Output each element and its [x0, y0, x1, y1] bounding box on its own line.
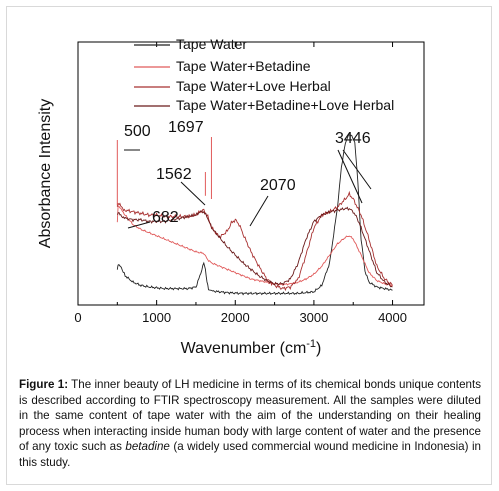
- legend-label: Tape Water+Love Herbal: [176, 78, 331, 94]
- leader-682: [127, 221, 151, 229]
- figure-frame: [6, 6, 492, 485]
- y-axis-title: Absorbance Intensity: [37, 99, 54, 248]
- figure-caption: Figure 1: The inner beauty of LH medicin…: [19, 377, 481, 471]
- peak-label-2070: 2070: [260, 177, 296, 194]
- plot-frame: [77, 41, 425, 306]
- series-line-3: [116, 190, 393, 292]
- series-line-2: [116, 205, 393, 287]
- x-tick-label: 2000: [221, 310, 250, 325]
- series-line-4: [116, 206, 393, 288]
- caption-label: Figure 1:: [19, 378, 69, 391]
- legend-label: Tape Water: [176, 36, 247, 52]
- x-axis-title: Wavenumber (cm-1): [181, 338, 322, 357]
- caption-text-end: (a widely used commercial wound medicine…: [19, 440, 481, 469]
- leader-1562: [180, 181, 206, 206]
- peak-label-682: 682: [152, 209, 179, 226]
- arrow-3446-b: [337, 149, 363, 204]
- caption-italic-term: betadine: [125, 440, 170, 454]
- legend-label: Tape Water+Betadine+Love Herbal: [176, 97, 394, 113]
- x-tick-label: 0: [74, 310, 81, 325]
- peak-label-3446: 3446: [335, 130, 371, 147]
- arrow-3446-a: [342, 149, 372, 190]
- x-tick-label: 4000: [378, 310, 407, 325]
- ftir-chart: 0 1000 2000 3000 4000 Wavenumber (cm-1) Absorb…: [37, 36, 425, 357]
- peak-label-1697: 1697: [168, 119, 204, 136]
- x-tick-label: 3000: [299, 310, 328, 325]
- peak-label-500: 500: [124, 123, 151, 140]
- arrow-2070: [249, 195, 269, 227]
- legend-label: Tape Water+Betadine: [176, 58, 311, 74]
- peak-label-1562: 1562: [156, 166, 192, 183]
- x-tick-label: 1000: [142, 310, 171, 325]
- caption-text: The inner beauty of LH medicine in terms…: [19, 378, 481, 454]
- series-line-1: [116, 134, 393, 296]
